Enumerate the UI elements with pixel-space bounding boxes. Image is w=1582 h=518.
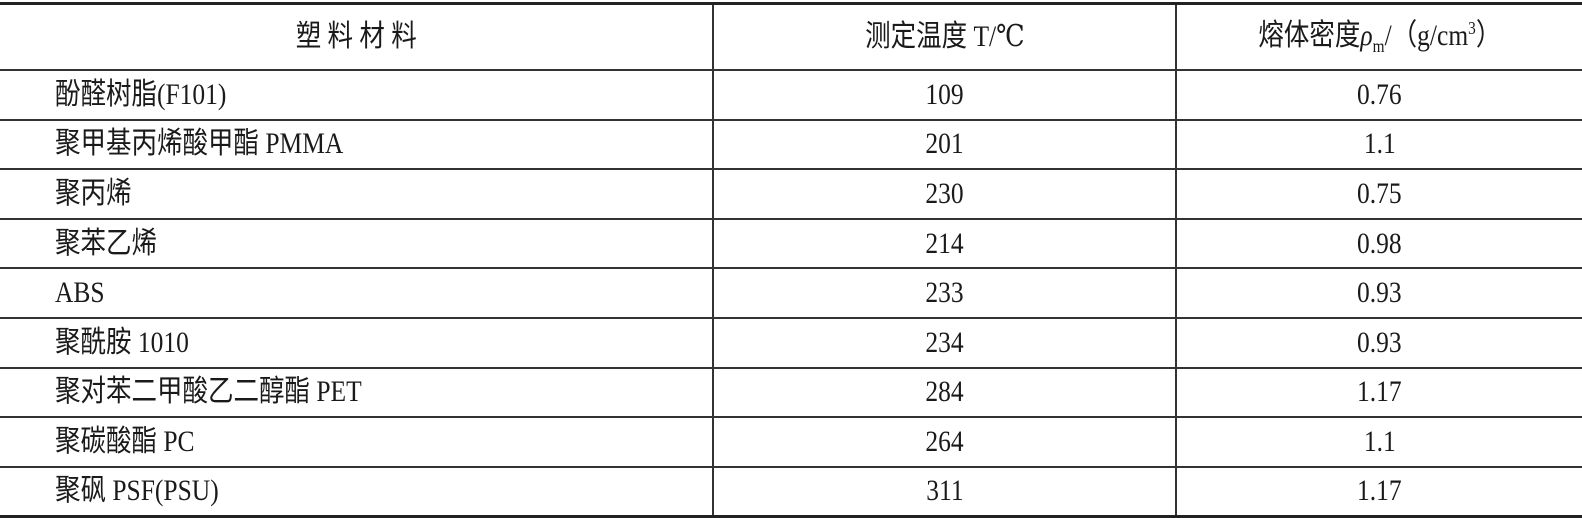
table-row: 聚酰胺 1010 234 0.93 <box>0 316 1582 369</box>
density-cell-text: 1.1 <box>1363 424 1396 458</box>
temperature-cell-text: 311 <box>925 474 964 508</box>
material-cell: 酚醛树脂(F101) <box>0 69 713 121</box>
temperature-cell: 234 <box>712 316 1176 369</box>
header-density-text: 熔体密度ρm/（g/cm3） <box>1258 5 1501 69</box>
density-cell-text: 1.17 <box>1357 375 1402 409</box>
temperature-cell-text: 109 <box>925 77 964 111</box>
material-cell: 聚酰胺 1010 <box>0 316 713 369</box>
material-cell: 聚苯乙烯 <box>0 217 713 270</box>
density-cell-text: 0.93 <box>1357 276 1402 310</box>
temperature-cell: 214 <box>712 217 1176 270</box>
material-cell: 聚甲基丙烯酸甲酯 PMMA <box>0 118 713 171</box>
density-cell: 1.17 <box>1175 366 1582 419</box>
header-row: 塑 料 材 料 测定温度 T/℃ 熔体密度ρm/（g/cm3） <box>0 2 1582 71</box>
material-cell: 聚对苯二甲酸乙二醇酯 PET <box>0 366 713 419</box>
density-unit: /（g/cm <box>1384 19 1468 52</box>
temperature-cell: 264 <box>712 416 1176 468</box>
density-cell: 1.17 <box>1175 465 1582 518</box>
material-cell: 聚砜 PSF(PSU) <box>0 465 713 518</box>
temperature-cell-text: 233 <box>925 276 964 310</box>
table-row: 聚丙烯 230 0.75 <box>0 168 1582 220</box>
table-row: 聚甲基丙烯酸甲酯 PMMA 201 1.1 <box>0 118 1582 171</box>
material-cell-text: 酚醛树脂(F101) <box>55 77 227 111</box>
header-material-text: 塑 料 材 料 <box>295 20 417 53</box>
table-row: 聚碳酸酯 PC 264 1.1 <box>0 416 1582 468</box>
table-row: 酚醛树脂(F101) 109 0.76 <box>0 69 1582 121</box>
table-row: 聚对苯二甲酸乙二醇酯 PET 284 1.17 <box>0 366 1582 419</box>
temperature-cell-text: 214 <box>925 226 964 260</box>
temperature-cell-text: 230 <box>925 176 964 210</box>
material-cell-text: 聚对苯二甲酸乙二醇酯 PET <box>55 375 362 409</box>
density-cell: 1.1 <box>1175 416 1582 468</box>
density-cell: 0.93 <box>1175 316 1582 369</box>
temperature-cell-text: 201 <box>925 127 964 161</box>
header-material: 塑 料 材 料 <box>0 2 713 71</box>
temperature-cell: 230 <box>712 168 1176 220</box>
table-row: ABS 233 0.93 <box>0 267 1582 319</box>
material-cell-text: 聚甲基丙烯酸甲酯 PMMA <box>55 127 344 161</box>
density-cell-text: 0.76 <box>1357 77 1402 111</box>
density-cell: 0.76 <box>1175 69 1582 121</box>
temperature-cell: 284 <box>712 366 1176 419</box>
density-cell-text: 0.75 <box>1357 176 1402 210</box>
temperature-cell-text: 264 <box>925 424 964 458</box>
material-cell-text: 聚砜 PSF(PSU) <box>55 474 219 508</box>
density-cell: 0.93 <box>1175 267 1582 319</box>
header-density: 熔体密度ρm/（g/cm3） <box>1175 2 1582 71</box>
density-unit-close: ） <box>1475 19 1501 52</box>
temperature-cell: 311 <box>712 465 1176 518</box>
density-cell: 0.98 <box>1175 217 1582 270</box>
density-cell-text: 0.93 <box>1357 325 1402 359</box>
density-cell-text: 1.17 <box>1357 474 1402 508</box>
temperature-cell-text: 284 <box>925 375 964 409</box>
material-cell: 聚碳酸酯 PC <box>0 416 713 468</box>
density-cell-text: 0.98 <box>1357 226 1402 260</box>
material-cell-text: 聚碳酸酯 PC <box>55 424 195 458</box>
density-label: 熔体密度 <box>1258 19 1361 52</box>
density-symbol: ρ <box>1360 19 1373 52</box>
material-cell: ABS <box>0 267 713 319</box>
header-temperature: 测定温度 T/℃ <box>712 2 1176 71</box>
temperature-cell: 233 <box>712 267 1176 319</box>
material-cell-text: ABS <box>55 276 105 310</box>
material-cell-text: 聚苯乙烯 <box>55 226 157 260</box>
table-row: 聚砜 PSF(PSU) 311 1.17 <box>0 465 1582 518</box>
temperature-cell: 201 <box>712 118 1176 171</box>
material-cell-text: 聚丙烯 <box>55 176 132 210</box>
density-cell: 0.75 <box>1175 168 1582 220</box>
density-unit-exponent: 3 <box>1467 18 1476 38</box>
header-temperature-text: 测定温度 T/℃ <box>864 20 1025 53</box>
material-cell: 聚丙烯 <box>0 168 713 220</box>
temperature-cell: 109 <box>712 69 1176 121</box>
material-cell-text: 聚酰胺 1010 <box>55 325 189 359</box>
density-cell-text: 1.1 <box>1363 127 1396 161</box>
table-row: 聚苯乙烯 214 0.98 <box>0 217 1582 270</box>
density-subscript: m <box>1372 36 1385 56</box>
density-cell: 1.1 <box>1175 118 1582 171</box>
temperature-cell-text: 234 <box>925 325 964 359</box>
